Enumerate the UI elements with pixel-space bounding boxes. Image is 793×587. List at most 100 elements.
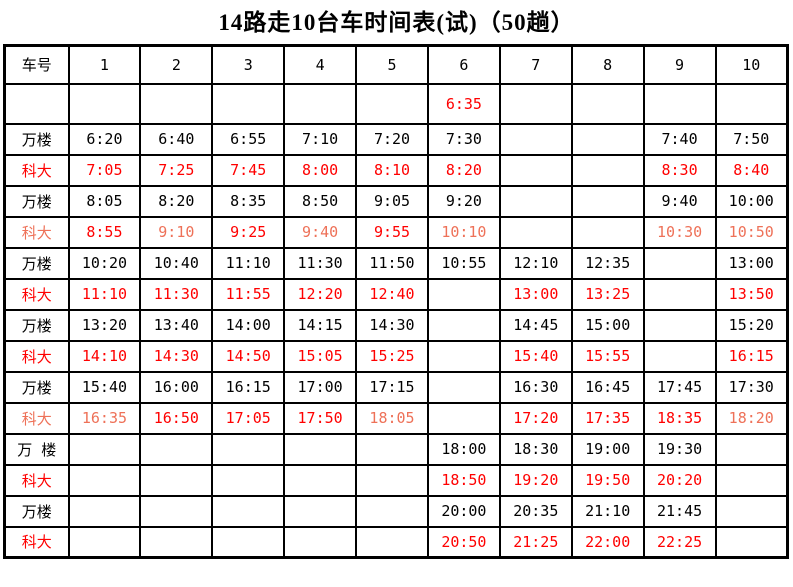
station-label xyxy=(3,82,70,125)
empty-cell xyxy=(139,525,214,559)
time-cell: 18:35 xyxy=(642,401,717,435)
empty-cell xyxy=(211,463,286,497)
empty-cell xyxy=(283,82,358,125)
time-cell: 14:30 xyxy=(355,308,429,342)
empty-cell xyxy=(139,432,214,466)
table-row: 万楼 13:20 13:40 14:00 14:15 14:30 14:45 15:00 15:… xyxy=(3,308,789,342)
empty-cell xyxy=(355,463,429,497)
empty-cell xyxy=(714,82,789,125)
empty-cell xyxy=(570,215,645,249)
table-row: 万楼 10:20 10:40 11:10 11:30 11:50 10:55 12:10 12:… xyxy=(3,246,789,280)
time-cell: 8:35 xyxy=(211,184,286,218)
time-cell: 10:50 xyxy=(714,215,789,249)
station-label: 万楼 xyxy=(3,184,70,218)
time-cell: 21:25 xyxy=(498,525,573,559)
empty-cell xyxy=(426,401,501,435)
empty-cell xyxy=(570,153,645,187)
table-row: 科大 16:35 16:50 17:05 17:50 18:05 17:20 17:35 18:… xyxy=(3,401,789,435)
station-label: 科大 xyxy=(3,463,70,497)
time-cell: 22:25 xyxy=(642,525,717,559)
empty-cell xyxy=(355,432,429,466)
empty-cell xyxy=(498,122,573,156)
time-cell: 16:00 xyxy=(139,370,214,404)
time-cell: 17:05 xyxy=(211,401,286,435)
time-cell: 9:20 xyxy=(426,184,501,218)
time-cell: 8:50 xyxy=(283,184,358,218)
station-label: 万楼 xyxy=(3,370,70,404)
time-cell: 13:00 xyxy=(498,277,573,311)
empty-cell xyxy=(67,432,142,466)
time-cell: 10:40 xyxy=(139,246,214,280)
header-cell-bus-10: 10 xyxy=(714,44,789,85)
empty-cell xyxy=(570,122,645,156)
time-cell: 7:10 xyxy=(283,122,358,156)
time-cell: 8:30 xyxy=(642,153,717,187)
station-label: 科大 xyxy=(3,339,70,373)
table-row: 科大 14:10 14:30 14:50 15:05 15:25 15:40 15:55 16:… xyxy=(3,339,789,373)
time-cell: 10:55 xyxy=(426,246,501,280)
time-cell: 7:40 xyxy=(642,122,717,156)
time-cell: 15:00 xyxy=(570,308,645,342)
time-cell: 9:40 xyxy=(283,215,358,249)
time-cell: 13:40 xyxy=(139,308,214,342)
empty-cell xyxy=(211,432,286,466)
header-cell-bus-1: 1 xyxy=(67,44,142,85)
empty-cell xyxy=(570,82,645,125)
empty-cell xyxy=(498,153,573,187)
empty-cell xyxy=(139,463,214,497)
time-cell: 20:00 xyxy=(426,494,501,528)
time-cell: 6:55 xyxy=(211,122,286,156)
time-cell: 13:25 xyxy=(570,277,645,311)
time-cell: 12:40 xyxy=(355,277,429,311)
time-cell: 7:05 xyxy=(67,153,142,187)
time-cell: 19:00 xyxy=(570,432,645,466)
empty-cell xyxy=(67,494,142,528)
time-cell: 6:35 xyxy=(426,82,501,125)
time-cell: 13:00 xyxy=(714,246,789,280)
empty-cell xyxy=(714,525,789,559)
time-cell: 15:20 xyxy=(714,308,789,342)
table-row: 万楼 15:40 16:00 16:15 17:00 17:15 16:30 16:45 17:… xyxy=(3,370,789,404)
time-cell: 10:30 xyxy=(642,215,717,249)
time-cell: 16:30 xyxy=(498,370,573,404)
table-row: 科大 20:50 21:25 22:00 22:25 xyxy=(3,525,789,559)
time-cell: 14:45 xyxy=(498,308,573,342)
time-cell: 9:05 xyxy=(355,184,429,218)
header-cell-bus-3: 3 xyxy=(211,44,286,85)
empty-cell xyxy=(355,82,429,125)
time-cell: 19:30 xyxy=(642,432,717,466)
time-cell: 8:20 xyxy=(426,153,501,187)
time-cell: 7:30 xyxy=(426,122,501,156)
table-row: 科大 18:50 19:20 19:50 20:20 xyxy=(3,463,789,497)
empty-cell xyxy=(642,339,717,373)
time-cell: 19:50 xyxy=(570,463,645,497)
time-cell: 22:00 xyxy=(570,525,645,559)
time-cell: 11:10 xyxy=(67,277,142,311)
time-cell: 8:55 xyxy=(67,215,142,249)
empty-cell xyxy=(426,370,501,404)
time-cell: 17:20 xyxy=(498,401,573,435)
time-cell: 16:35 xyxy=(67,401,142,435)
header-cell-bus-5: 5 xyxy=(355,44,429,85)
empty-cell xyxy=(139,82,214,125)
empty-cell xyxy=(211,525,286,559)
empty-cell xyxy=(67,82,142,125)
time-cell: 6:20 xyxy=(67,122,142,156)
station-label: 万 楼 xyxy=(3,432,70,466)
time-cell: 16:15 xyxy=(211,370,286,404)
time-cell: 14:30 xyxy=(139,339,214,373)
empty-cell xyxy=(355,525,429,559)
time-cell: 21:10 xyxy=(570,494,645,528)
time-cell: 7:20 xyxy=(355,122,429,156)
empty-cell xyxy=(642,277,717,311)
table-row: 科大 8:55 9:10 9:25 9:40 9:55 10:10 10:30 10:50 xyxy=(3,215,789,249)
bus-timetable: 车号 1 2 3 4 5 6 7 8 9 10 6:35 万楼 6:20 6:40 6:55 7:10 7:20 7… xyxy=(3,44,789,559)
header-cell-bus-8: 8 xyxy=(570,44,645,85)
time-cell: 9:10 xyxy=(139,215,214,249)
time-cell: 18:50 xyxy=(426,463,501,497)
header-cell-bus-label: 车号 xyxy=(3,44,70,85)
time-cell: 8:05 xyxy=(67,184,142,218)
empty-cell xyxy=(426,339,501,373)
empty-cell xyxy=(139,494,214,528)
empty-cell xyxy=(283,494,358,528)
